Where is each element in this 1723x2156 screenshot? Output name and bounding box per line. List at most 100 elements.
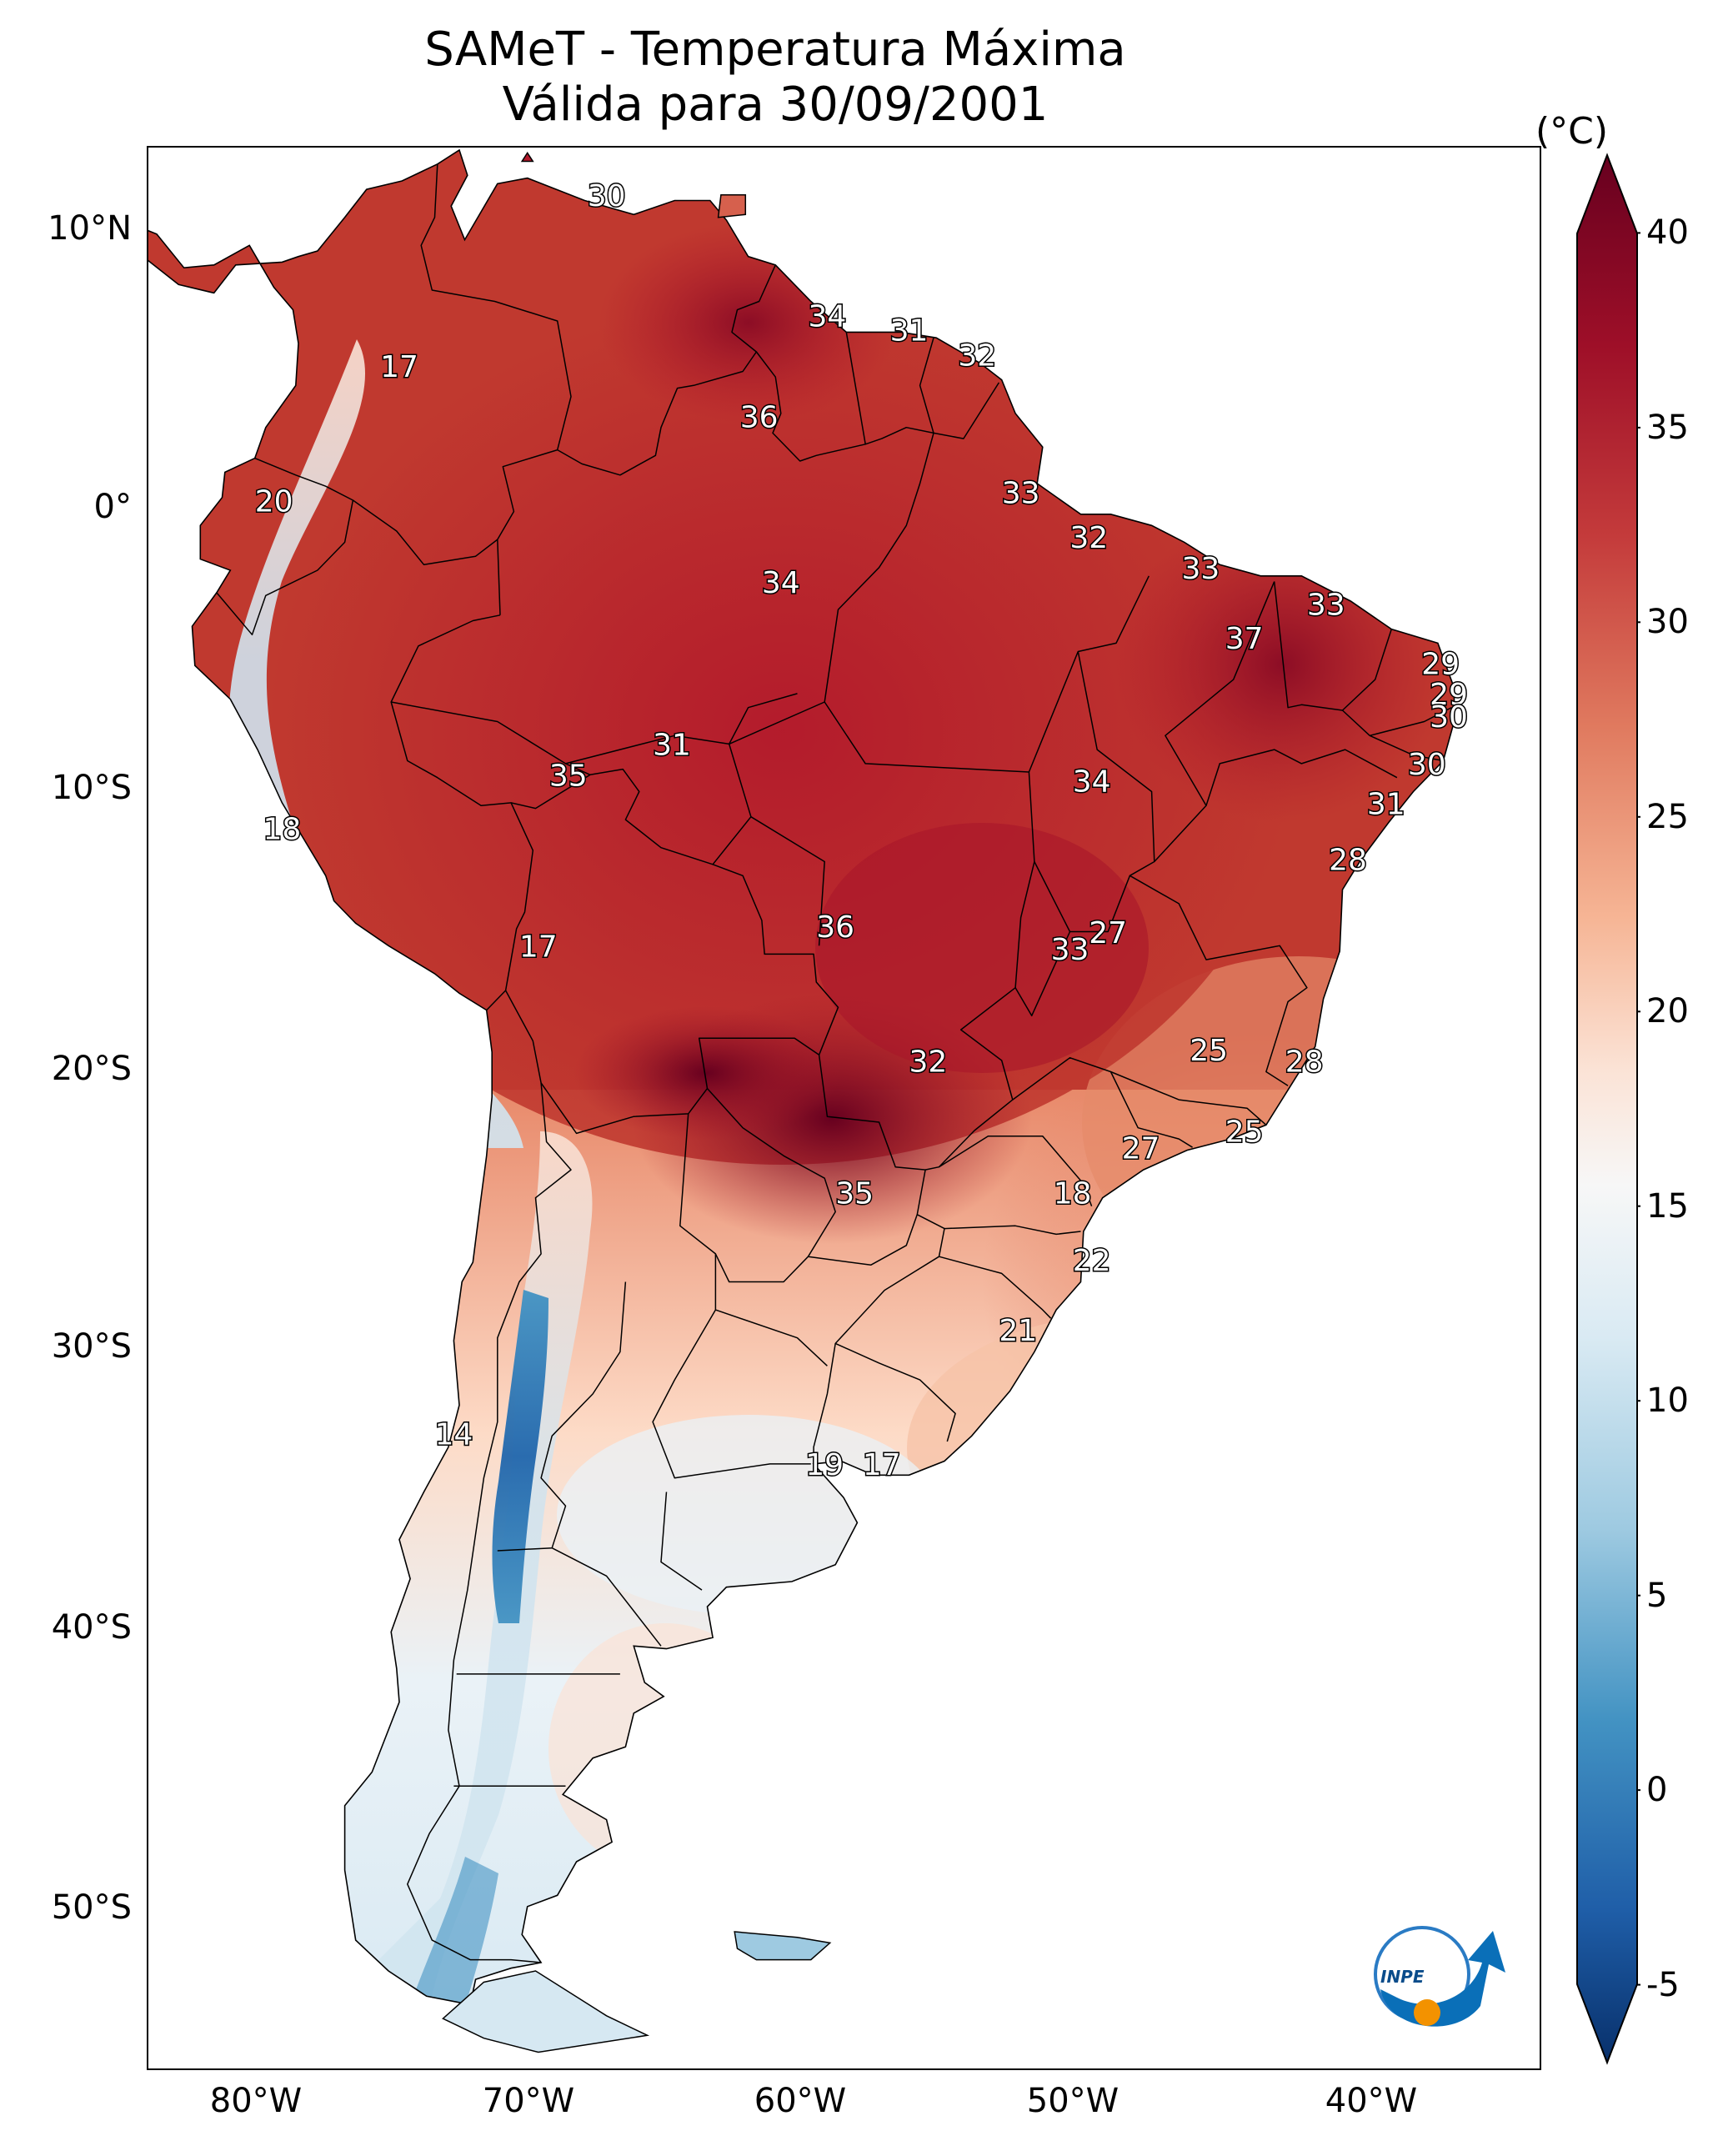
border-line (714, 1253, 828, 1366)
contour-label: 17 (380, 350, 418, 384)
inpe-logo: INPE (1374, 1926, 1505, 2027)
logo-arrow (1380, 1931, 1505, 2027)
contour-label: 29 (1430, 678, 1468, 712)
contour-label: 28 (1329, 844, 1367, 878)
border-line (864, 337, 934, 445)
contour-label: 18 (1054, 1176, 1092, 1211)
contour-label: 33 (1181, 552, 1220, 586)
border-line (1273, 581, 1393, 711)
border-line (510, 768, 839, 1055)
border-line (706, 1055, 926, 1266)
lon-label-80w: 80°W (209, 2082, 303, 2120)
border-line (1014, 861, 1071, 1017)
contour-label: 31 (890, 313, 929, 348)
lat-label-0: 0° (93, 488, 132, 526)
border-line (1369, 735, 1444, 762)
colorbar-tick-label: 15 (1646, 1186, 1689, 1226)
contour-label: 32 (909, 1045, 947, 1079)
lat-label-30s: 30°S (51, 1327, 132, 1366)
border-line (679, 1113, 809, 1283)
contour-label: 25 (1190, 1034, 1228, 1068)
lon-label-50w: 50°W (1026, 2082, 1119, 2120)
contour-label: 34 (762, 566, 800, 600)
border-line (939, 1256, 1052, 1319)
border-line (1110, 1070, 1267, 1126)
border-line (1028, 575, 1150, 773)
border-line (652, 1309, 811, 1479)
contour-label: 27 (1089, 916, 1127, 950)
border-line (1129, 875, 1308, 1086)
contour-label: 30 (1408, 748, 1446, 782)
map-title: SAMeT - Temperatura Máxima (424, 23, 1126, 77)
contour-label: 25 (1225, 1115, 1264, 1149)
map-subtitle: Válida para 30/09/2001 (502, 78, 1049, 132)
border-line (755, 332, 866, 462)
border-line (391, 701, 591, 775)
colorbar-tick-label: 5 (1646, 1576, 1668, 1615)
political-borders (216, 163, 1452, 1963)
border-line (813, 1214, 945, 1464)
contour-label: 33 (1002, 476, 1040, 510)
border-line (944, 1225, 1081, 1236)
contour-label: 31 (653, 729, 691, 763)
contour-label: 35 (549, 760, 588, 794)
contour-label: 18 (263, 813, 301, 847)
islands (442, 152, 832, 2053)
contour-label: 27 (1122, 1132, 1160, 1166)
border-line (390, 614, 534, 1011)
lon-label-70w: 70°W (482, 2082, 575, 2120)
border-line (750, 816, 825, 946)
contour-label: 21 (999, 1314, 1037, 1348)
border-line (557, 264, 776, 476)
contour-label: 35 (835, 1176, 874, 1211)
border-line (565, 701, 1035, 1171)
contour-label: 20 (255, 484, 293, 519)
contour-label: 36 (740, 401, 779, 435)
contour-label: 31 (1367, 787, 1405, 821)
contour-label: 17 (519, 930, 558, 965)
contour-label: 30 (588, 179, 626, 213)
lat-label-40s: 40°S (51, 1608, 132, 1647)
contour-label: 30 (1430, 700, 1468, 735)
border-line (660, 1492, 703, 1591)
contour-label: 17 (863, 1448, 901, 1482)
island (734, 1931, 832, 1961)
colorbar-tick-label: 30 (1646, 603, 1689, 642)
lat-label-20s: 20°S (51, 1050, 132, 1088)
border-line (504, 990, 820, 1135)
border-line (1341, 707, 1452, 737)
colorbar-tick-label: 35 (1646, 408, 1689, 447)
border-line (1012, 1056, 1193, 1148)
colorbar-tick-label: 40 (1646, 213, 1689, 253)
lat-label-10n: 10°N (48, 209, 132, 248)
colorbar-ramp (1576, 153, 1638, 2065)
contour-label: 33 (1051, 933, 1089, 967)
island (442, 1970, 650, 2053)
colorbar-unit: (°C) (1535, 110, 1609, 153)
border-line (939, 1136, 1093, 1207)
border-line (352, 499, 498, 566)
contour-label: 14 (434, 1417, 473, 1452)
colorbar (1576, 153, 1640, 2065)
logo-dot (1414, 1999, 1440, 2026)
border-line (834, 1342, 956, 1442)
contour-label: 32 (958, 339, 996, 374)
contour-label: 29 (1421, 647, 1460, 681)
contour-label: 34 (1073, 765, 1111, 799)
border-line (933, 382, 1000, 439)
colorbar-tick-label: 10 (1646, 1381, 1689, 1421)
colorbar-tick-label: 20 (1646, 992, 1689, 1031)
border-line (824, 433, 934, 703)
contour-label: 36 (816, 910, 854, 945)
border-line (216, 457, 354, 636)
lon-label-60w: 60°W (754, 2082, 847, 2120)
map-area: 30 34 31 32 17 36 20 33 32 33 34 33 37 29 29 30 31 35 30 34… (147, 146, 1541, 2070)
temperature-field (148, 150, 1455, 2005)
colorbar-tick-label: 25 (1646, 797, 1689, 836)
border-line (407, 1082, 572, 1963)
border-line (1165, 581, 1275, 806)
border-line (420, 163, 572, 615)
border-line (551, 1547, 662, 1647)
